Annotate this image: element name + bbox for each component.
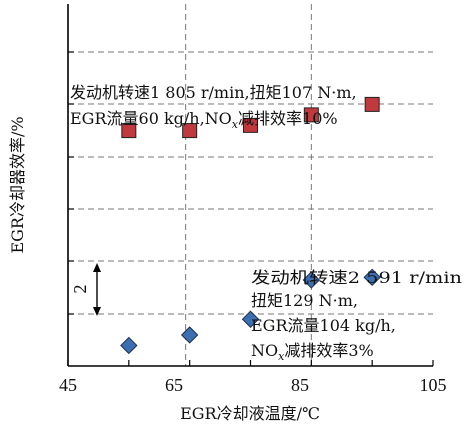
scale-bar-label: 2 [70, 285, 90, 294]
diamond-series-annotation-line3: EGR流量104 kg/h, [251, 316, 396, 335]
diamond-series-annotation-line1: 发动机转速2 591 r/min [251, 268, 462, 287]
square-point-3 [303, 107, 319, 123]
square-series-annotation-line2: EGR流量60 kg/h,NOx减排效率10% [70, 109, 338, 131]
square-series-annotation-line1: 发动机转速1 805 r/min,扭矩107 N·m, [70, 83, 357, 102]
square-point-0 [121, 123, 137, 139]
diamond-point-1 [180, 326, 199, 344]
square-point-4 [364, 96, 380, 112]
diamond-point-3 [302, 271, 321, 289]
x-axis-label: EGR冷却液温度/℃ [180, 404, 320, 423]
diamond-series-annotation-line4: NOx减排效率3% [251, 341, 374, 363]
scale-bar [93, 263, 101, 316]
x-tick-label-105: 105 [420, 375, 447, 395]
diamond-point-4 [363, 268, 381, 287]
square-point-2 [243, 117, 258, 133]
square-point-1 [182, 123, 198, 139]
y-axis-label: EGR冷却器效率/% [8, 116, 27, 253]
data-marks [120, 96, 381, 355]
tick-marks [67, 51, 434, 366]
diamond-series-annotation-line2: 扭矩129 N·m, [251, 291, 358, 310]
diamond-point-0 [120, 336, 138, 355]
x-tick-label-85: 85 [291, 375, 309, 395]
x-tick-label-45: 45 [59, 375, 77, 395]
diamond-point-2 [241, 310, 260, 328]
x-tick-label-65: 65 [165, 375, 183, 395]
